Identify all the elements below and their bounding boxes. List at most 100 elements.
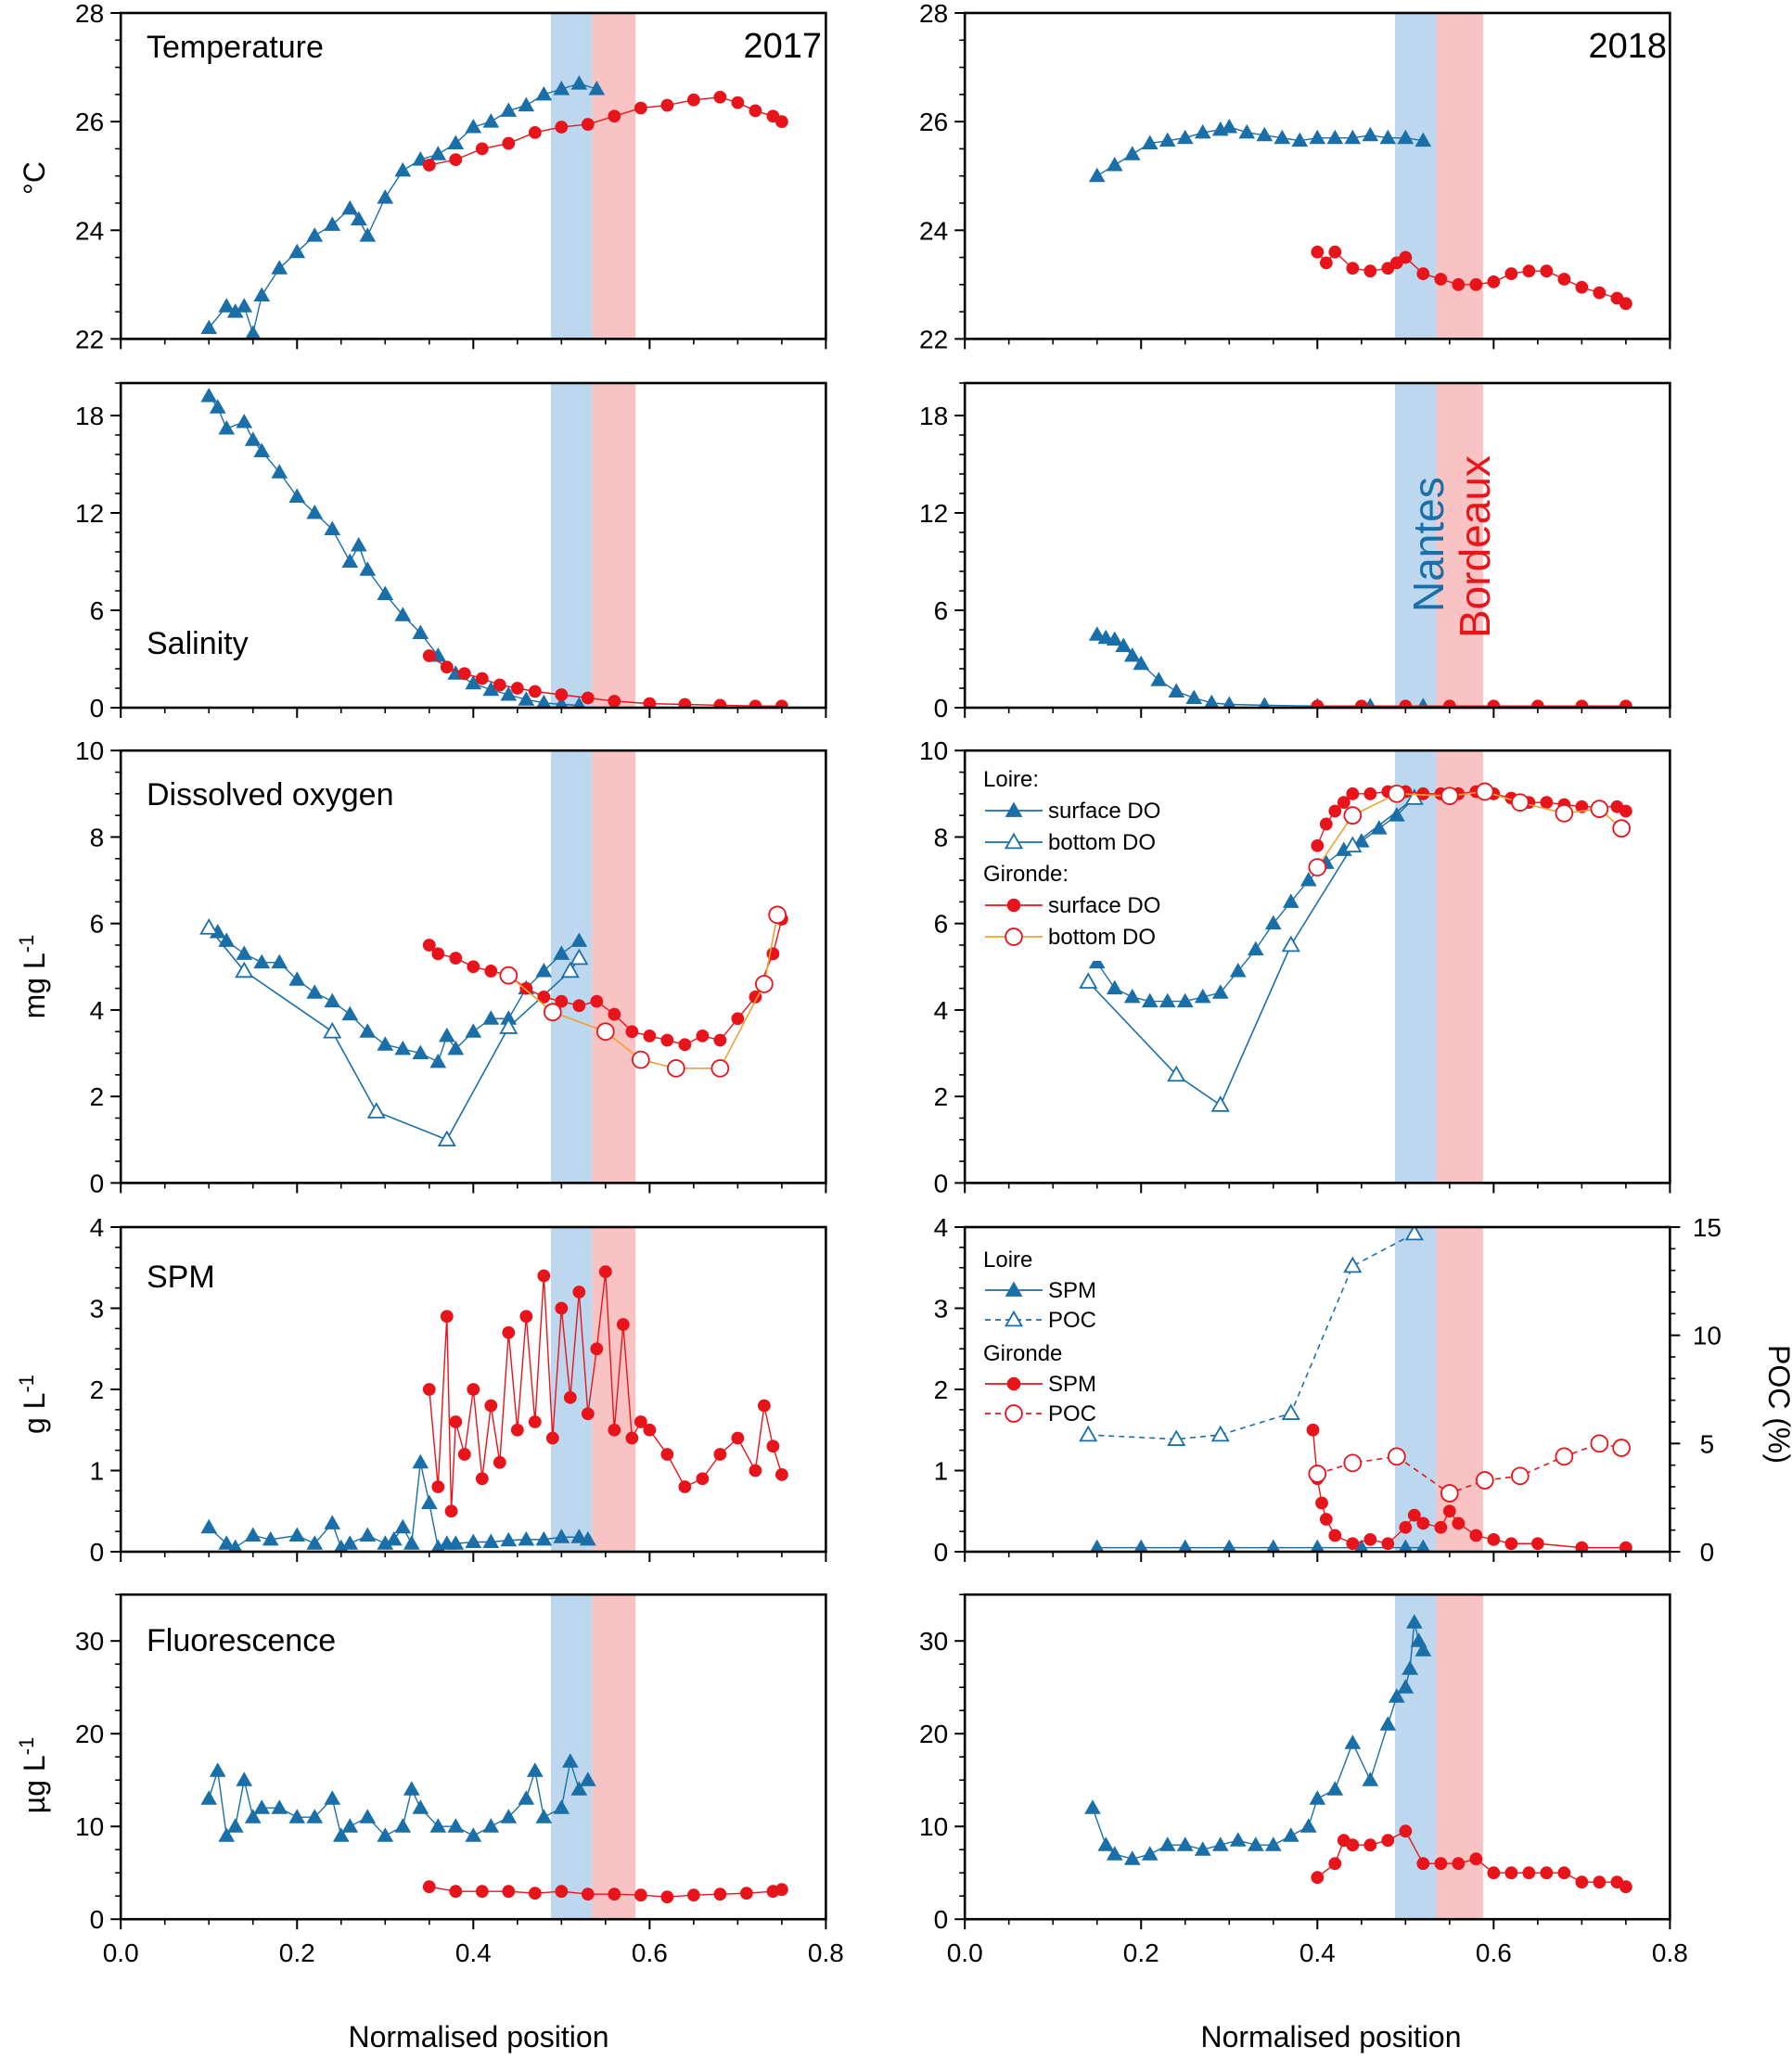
point-fl2018-0-13 [1299, 1818, 1317, 1833]
xtick-label-fl2017-0: 0.0 [103, 1938, 139, 1967]
bordeaux-band-temp2017 [592, 13, 636, 339]
nantes-band-fl2018 [1394, 1594, 1437, 1920]
point-spm2018-2-3 [1319, 1513, 1333, 1526]
point-do2018-3-6 [1555, 803, 1574, 823]
point-sal2018-1-4 [1487, 699, 1501, 708]
series-line-do2017-1 [208, 927, 580, 1141]
point-do2017-0-5 [271, 953, 288, 969]
point-sal2018-1-2 [1399, 699, 1413, 708]
point-spm2017-0-19 [447, 1535, 465, 1550]
series-line-temp2017-0 [208, 83, 597, 337]
point-fl2018-1-14 [1540, 1866, 1554, 1880]
ytick-label-temp2017-3: 28 [75, 0, 104, 28]
point-fl2017-0-29 [579, 1772, 596, 1786]
point-spm2017-0-15 [412, 1453, 429, 1469]
point-temp2018-1-17 [1575, 280, 1589, 294]
ytick-label-do2017-5: 10 [75, 736, 104, 765]
legend-do-loire-header: Loire: [983, 767, 1039, 792]
point-spm2017-0-3 [244, 1527, 262, 1542]
point-temp2018-1-16 [1557, 273, 1571, 286]
xtick-label-fl2018-1: 0.2 [1123, 1938, 1159, 1967]
ylabel-fl-sup: -1 [15, 1737, 38, 1756]
xtick-label-fl2017-4: 0.8 [808, 1938, 844, 1967]
point-spm2017-1-10 [502, 1325, 516, 1339]
point-fl2018-0-0 [1084, 1799, 1101, 1814]
xtick-label-fl2018-3: 0.6 [1476, 1938, 1512, 1967]
point-spm2018-2-2 [1315, 1496, 1328, 1510]
point-temp2018-1-2 [1328, 245, 1342, 259]
point-spm2018-2-16 [1504, 1537, 1518, 1551]
point-spm2017-0-27 [579, 1530, 596, 1546]
series-line-spm2018-1 [1088, 1233, 1415, 1440]
point-spm2017-1-3 [444, 1504, 458, 1518]
ytick-label-sal2018-3: 18 [919, 402, 948, 430]
point-temp2018-1-8 [1416, 267, 1430, 281]
point-spm2017-0-13 [394, 1518, 412, 1534]
point-sal2017-0-7 [288, 488, 306, 503]
legend-spm-entry-loire-spm: SPM [1048, 1278, 1096, 1303]
point-spm2018-1-3 [1281, 1403, 1300, 1420]
point-do2018-1-4 [1343, 836, 1363, 853]
xtick-label-fl2018-0: 0.0 [947, 1938, 983, 1967]
point-spm2018-2-0 [1306, 1423, 1320, 1437]
point-do2017-0-13 [412, 1044, 429, 1060]
point-temp2017-0-13 [377, 189, 394, 204]
point-spm2017-1-6 [467, 1383, 480, 1396]
point-fl2018-0-11 [1264, 1836, 1282, 1851]
point-temp2018-0-0 [1088, 167, 1106, 183]
point-sal2017-0-3 [236, 413, 253, 429]
point-spm2018-1-0 [1079, 1425, 1098, 1442]
point-temp2017-1-4 [528, 125, 542, 139]
point-fl2018-1-15 [1557, 1866, 1571, 1880]
point-spm2018-3-2 [1387, 1447, 1406, 1466]
point-spm2017-1-21 [598, 1265, 612, 1279]
legend-spm-entry-gironde-poc: POC [1048, 1401, 1096, 1427]
series-line-do2018-1 [1087, 797, 1415, 1107]
point-do2018-0-9 [1247, 940, 1264, 956]
point-fl2018-1-7 [1416, 1857, 1430, 1871]
point-temp2017-0-22 [535, 85, 553, 101]
point-spm2017-1-0 [422, 1383, 436, 1396]
point-do2017-1-1 [235, 961, 254, 979]
point-do2017-3-3 [632, 1050, 650, 1069]
ytick-label-do2017-1: 2 [90, 1082, 105, 1111]
point-sal2017-0-1 [209, 399, 226, 414]
point-temp2017-1-9 [660, 98, 674, 112]
point-spm2017-0-14 [403, 1535, 420, 1550]
legend-spm-entry-gironde-spm: SPM [1048, 1372, 1096, 1397]
point-spm2017-1-14 [537, 1269, 551, 1283]
point-do2017-0-11 [377, 1036, 394, 1051]
ytick-label-spm2017-1: 1 [90, 1457, 105, 1486]
point-do2017-0-15 [438, 1027, 455, 1043]
point-do2018-1-3 [1281, 935, 1300, 953]
nantes-band-sal2017 [550, 383, 593, 708]
point-temp2018-0-4 [1158, 132, 1176, 147]
ytick-label-do2017-3: 6 [90, 910, 105, 939]
point-sal2018-1-3 [1442, 699, 1456, 708]
point-do2018-2-15 [1540, 796, 1554, 810]
point-temp2018-1-9 [1434, 273, 1448, 286]
point-do2017-3-7 [768, 905, 787, 925]
point-sal2017-1-10 [643, 697, 657, 708]
legend-do-swatches [985, 801, 1043, 946]
point-do2018-2-4 [1346, 787, 1360, 800]
point-temp2017-1-8 [634, 101, 647, 115]
ylabel-do-sup: -1 [15, 935, 38, 953]
ytick-label-sal2017-1: 6 [90, 596, 105, 625]
point-temp2017-0-0 [200, 319, 218, 335]
point-sal2017-0-6 [271, 464, 288, 479]
point-do2018-0-8 [1229, 962, 1247, 978]
ytick-label-fl2018-0: 0 [934, 1905, 949, 1934]
point-do2017-0-6 [288, 971, 306, 986]
point-do2017-0-23 [570, 932, 588, 947]
series-line-sal2017-0 [208, 395, 580, 707]
point-do2017-0-4 [253, 953, 271, 969]
point-fl2017-1-9 [660, 1890, 674, 1904]
point-do2017-2-2 [449, 952, 463, 965]
ytick-label-fl2018-2: 20 [919, 1720, 948, 1748]
point-spm2017-1-9 [493, 1455, 506, 1469]
ylabel-fluorescence: µg L-1 [15, 1737, 51, 1813]
point-do2017-1-6 [560, 961, 580, 979]
point-fl2018-0-5 [1158, 1836, 1176, 1851]
point-spm2017-1-13 [528, 1415, 542, 1428]
